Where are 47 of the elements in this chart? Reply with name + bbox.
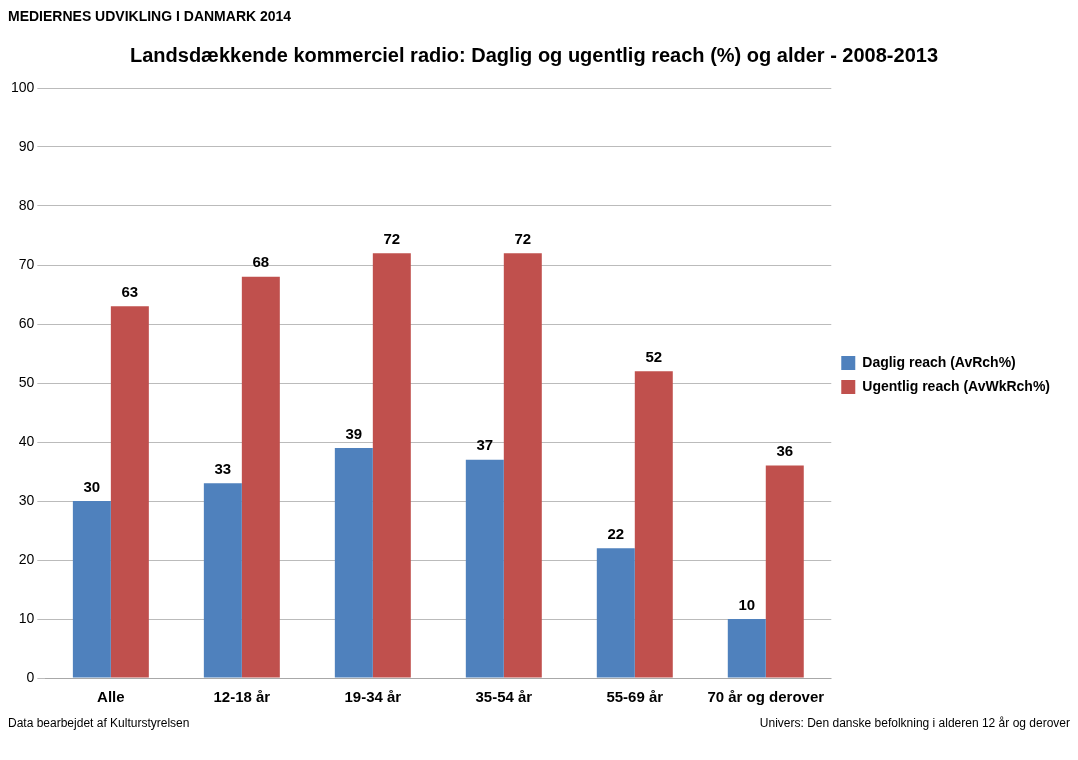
y-tick-label: 100 — [11, 78, 35, 95]
text: Univers: Den danske befolkning i alderen 12 år og derover — [759, 716, 1070, 730]
bar — [596, 548, 635, 678]
data-label: 37 — [476, 436, 494, 454]
data-label: 22 — [607, 524, 625, 542]
x-tick-label: 70 år og derover — [707, 688, 825, 706]
bar — [727, 619, 766, 678]
x-tick-label: Alle — [97, 688, 125, 706]
chart-title: Landsdækkende kommerciel radio: Daglig og ugentlig reach (%) og alder - 2008-2013 — [130, 43, 938, 66]
data-label: 63 — [121, 282, 139, 300]
bar — [72, 501, 111, 678]
bar — [334, 447, 373, 678]
x-tick-label: 19-34 år — [344, 688, 402, 706]
bar — [465, 459, 504, 678]
y-tick-label: 80 — [18, 196, 35, 213]
x-tick-label: 55-69 år — [606, 688, 664, 706]
y-tick-label: 60 — [18, 314, 35, 331]
y-tick-label: 10 — [18, 609, 35, 626]
bar — [203, 483, 242, 678]
data-label: 36 — [776, 442, 794, 460]
data-label: 10 — [738, 595, 756, 613]
y-tick-label: 50 — [18, 373, 35, 390]
data-label: 72 — [514, 229, 532, 247]
legend-label: Ugentlig reach (AvWkRch%) — [862, 377, 1051, 394]
legend-label: Daglig reach (AvRch%) — [862, 353, 1016, 370]
y-tick-label: 40 — [18, 432, 35, 449]
bar — [241, 276, 280, 678]
bar — [110, 306, 149, 678]
text: Data bearbejdet af Kulturstyrelsen — [8, 716, 190, 730]
data-label: 72 — [383, 229, 401, 247]
x-tick-label: 35-54 år — [475, 688, 533, 706]
data-label: 33 — [214, 459, 232, 477]
y-tick-label: 0 — [26, 668, 35, 685]
y-tick-label: 30 — [18, 491, 35, 508]
y-tick-label: 70 — [18, 255, 35, 272]
data-label: 39 — [345, 424, 363, 442]
y-tick-label: 90 — [18, 137, 35, 154]
data-label: 68 — [252, 253, 270, 271]
x-tick-label: 12-18 år — [213, 688, 271, 706]
y-tick-label: 20 — [18, 550, 35, 567]
data-label: 52 — [645, 347, 663, 365]
data-label: 30 — [83, 477, 101, 495]
bar — [503, 253, 542, 678]
bar — [765, 465, 804, 678]
bar — [372, 253, 411, 678]
bar — [634, 371, 673, 678]
text: MEDIERNES UDVIKLING I DANMARK 2014 — [8, 8, 293, 26]
